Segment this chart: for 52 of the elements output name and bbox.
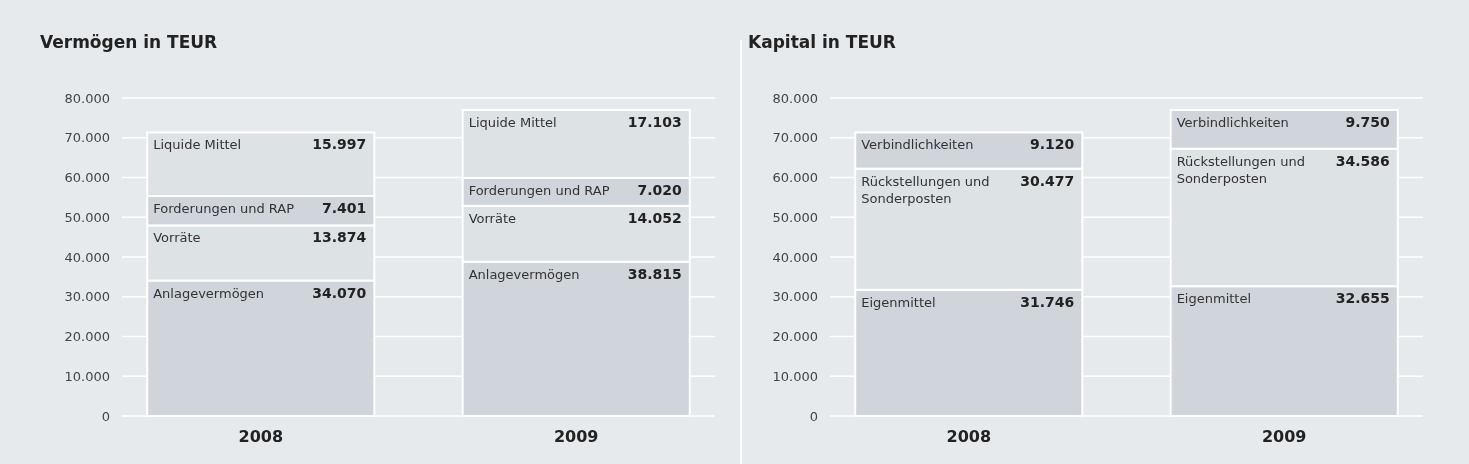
x-tick-label: 2009 (553, 427, 599, 446)
y-tick-label: 40.000 (64, 249, 110, 265)
text: Forderungen und RAP (468, 182, 610, 198)
y-tick-label: 70.000 (64, 130, 110, 146)
data-label: 15.997 (312, 136, 367, 153)
chart-title: Kapital in TEUR (748, 32, 896, 52)
series-label: Verbindlichkeiten (861, 137, 974, 153)
y-tick-label: 60.000 (772, 170, 818, 186)
data-label: 17.103 (627, 113, 682, 130)
y-tick-label: 50.000 (772, 209, 818, 225)
data-label: 9.120 (1030, 136, 1075, 153)
data-label: 14.052 (627, 209, 682, 226)
text: Anlagevermögen (468, 266, 580, 282)
y-tick-label: 50.000 (64, 209, 110, 225)
data-label: 32.655 (1335, 290, 1390, 307)
y-tick-label: 0 (809, 408, 818, 424)
series-label: Anlagevermögen (153, 285, 265, 301)
data-label: 34.586 (1335, 152, 1390, 169)
series-label: Forderungen und RAP (153, 201, 295, 216)
series-label: Eigenmittel (861, 294, 936, 310)
chart-title: Vermögen in TEUR (40, 32, 218, 52)
y-tick-label: 20.000 (64, 329, 110, 345)
x-tick-label: 2008 (238, 427, 284, 446)
data-label: 13.874 (312, 229, 367, 246)
text: Eigenmittel (1176, 291, 1252, 307)
text: Rückstellungen und Sonderposten (1176, 153, 1305, 186)
series-label: Vorräte (153, 230, 201, 246)
y-tick-label: 10.000 (772, 368, 818, 384)
y-tick-label: 20.000 (772, 329, 818, 345)
x-tick-label: 2009 (1261, 427, 1307, 446)
data-label: 31.746 (1020, 293, 1075, 310)
y-tick-label: 0 (101, 408, 110, 424)
y-tick-label: 40.000 (772, 249, 818, 265)
text: Verbindlichkeiten (1176, 114, 1289, 130)
data-label: 30.477 (1020, 172, 1075, 189)
y-tick-label: 60.000 (64, 170, 110, 186)
data-label: 9.750 (1345, 113, 1391, 130)
text: Vorräte (468, 210, 517, 226)
data-label: 7.020 (637, 181, 683, 198)
series-label: Liquide Mittel (468, 114, 557, 130)
y-tick-label: 30.000 (772, 289, 818, 305)
y-tick-label: 10.000 (64, 368, 110, 384)
data-label: 34.070 (312, 284, 367, 301)
data-label: 38.815 (627, 265, 682, 282)
data-label: 7.401 (322, 200, 367, 216)
y-tick-label: 80.000 (64, 90, 110, 106)
y-tick-label: 30.000 (64, 289, 110, 305)
y-tick-label: 70.000 (772, 130, 818, 146)
x-tick-label: 2008 (946, 427, 992, 446)
y-tick-label: 80.000 (772, 90, 818, 106)
text: Liquide Mittel (153, 137, 242, 153)
series-label: Rückstellungen und Sonderposten (861, 173, 990, 206)
